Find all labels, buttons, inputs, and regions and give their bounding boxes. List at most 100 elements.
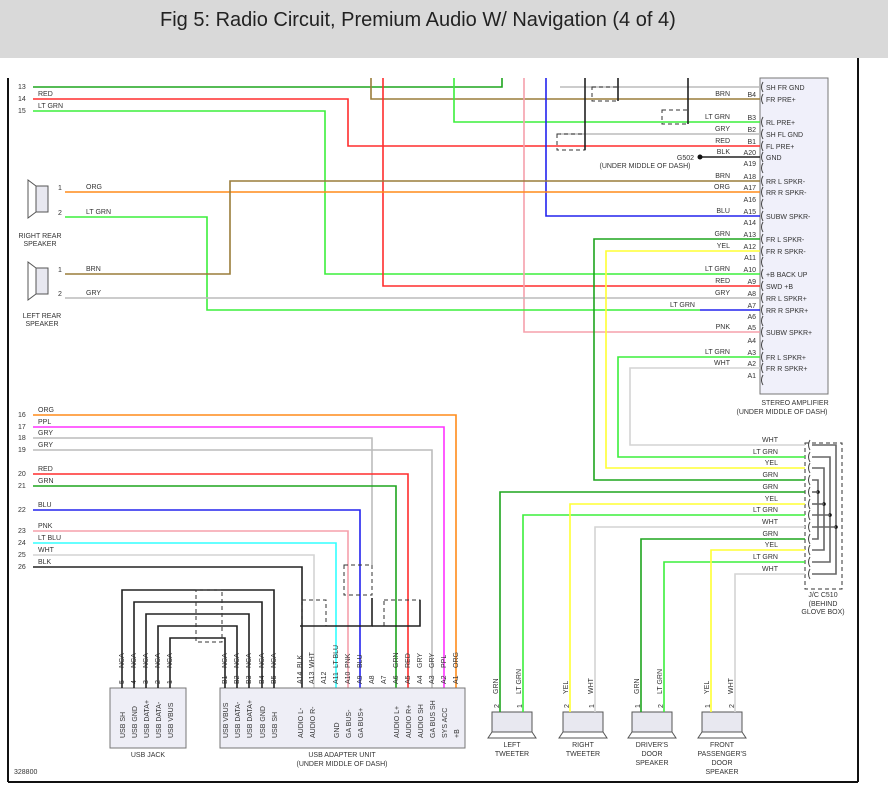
shield-icon [556,133,586,151]
connector-terminal-icon [808,556,811,568]
usb-adapter-wire-label: GRY [417,653,424,668]
ground-location: (UNDER MIDDLE OF DASH) [599,163,690,170]
wire-color-label: GRN [38,478,54,485]
junction-bus [812,467,825,551]
wire-21 [33,485,397,688]
a7-splice-wire-label: LT GRN [670,302,695,309]
amp-wire-color: GRY [715,290,730,297]
speaker-name: DOOR [712,760,733,767]
wire-number: 14 [18,96,26,103]
amplifier-location: (UNDER MIDDLE OF DASH) [736,409,827,416]
amp-pin-number: A14 [744,220,757,227]
speaker-base [558,731,608,739]
wire-amp-to-junction [617,356,805,458]
wire-number: 16 [18,412,26,419]
usb-adapter-wire-label: GRY [429,653,436,668]
amp-pin-function: RR R SPKR+ [766,308,808,315]
speaker-base [627,731,677,739]
wire-b3 [453,78,760,123]
wire-26 [33,566,303,688]
amp-pin-number: A12 [744,244,757,251]
connector-terminal-icon [808,533,811,545]
speaker-pin-number: 2 [564,704,571,708]
amp-pin-function: FR R SPKR- [766,249,806,256]
speaker-pin: 1 [58,185,62,192]
shield-icon [195,589,223,643]
wire-number: 21 [18,483,26,490]
usb-adapter-pin-number: A6 [393,675,400,684]
amp-pin-function: RR L SPKR- [766,179,806,186]
amp-wire-color: GRY [715,126,730,133]
front-speaker-icon [631,711,673,733]
connector-terminal-icon [761,292,764,304]
junction-name: J/C C510 [808,592,837,599]
connector-terminal-icon [761,116,764,128]
usb-jack-name: USB JACK [131,752,166,759]
speaker-name: LEFT [503,742,521,749]
front-speaker-icon [491,711,533,733]
junction-wire-label: YEL [765,542,778,549]
wire-color-label: GRY [38,430,53,437]
wire-color-label: BLU [38,502,52,509]
shield-icon [661,109,689,125]
connector-terminal-icon [761,151,764,163]
wire-color-label: LT GRN [38,103,63,110]
speaker-name: RIGHT [572,742,595,749]
amp-pin-function: GND [766,155,782,162]
connector-terminal-icon [761,362,764,374]
usb-link-wire [133,601,263,688]
speaker-pin-number: 2 [729,704,736,708]
figure-title: Fig 5: Radio Circuit, Premium Audio W/ N… [160,9,676,31]
usb-adapter-name: USB ADAPTER UNIT [308,752,376,759]
usb-adapter-wire-label: PNK [345,653,352,668]
usb-adapter-pin-number: A13 [309,671,316,684]
amp-pin-number: B3 [747,115,756,122]
usb-jack-pin-function: USB GND [132,706,139,738]
speaker-base [697,731,747,739]
amp-pin-number: B4 [747,92,756,99]
amp-pin-function: FR PRE+ [766,97,796,104]
wire-17 [33,426,445,688]
connector-terminal-icon [761,315,764,327]
amp-pin-function: FL PRE+ [766,144,794,151]
amp-pin-number: A17 [744,185,757,192]
junction-wire-label: GRN [762,472,778,479]
shield-icon [301,599,327,627]
amp-pin-function: FR R SPKR+ [766,366,807,373]
junction-wire-label: GRN [762,484,778,491]
figure-id: 328800 [14,769,37,776]
header-bar: Fig 5: Radio Circuit, Premium Audio W/ N… [0,0,888,58]
usb-adapter-wire-label: LT BLU [333,645,340,668]
amp-pin-number: A19 [744,161,757,168]
connector-terminal-icon [761,268,764,280]
speaker-pin-number: 1 [635,704,642,708]
ground-icon [697,154,703,160]
wire-junction-to-speaker [569,503,805,712]
connector-terminal-icon [761,93,764,105]
amp-pin-number: B1 [747,139,756,146]
junction-wire-label: WHT [762,519,779,526]
connector-terminal-icon [761,339,764,351]
connector-terminal-icon [761,128,764,140]
connector-terminal-icon [808,498,811,510]
usb-adapter-pin-number: A1 [453,675,460,684]
usb-adapter-pin-number: A11 [333,672,340,684]
junction-location: GLOVE BOX) [801,609,844,616]
amp-wire-color: LT GRN [705,114,730,121]
wire-23 [33,530,349,688]
amp-pin-function: FR L SPKR+ [766,355,806,362]
connector-terminal-icon [761,256,764,268]
wire-number: 20 [18,471,26,478]
speaker-base [487,731,537,739]
connector-terminal-icon [808,439,811,451]
amp-wire-color: GRN [714,231,730,238]
junction-wire-label: YEL [765,460,778,467]
speaker-name: TWEETER [495,751,529,758]
wire-a15 [545,78,760,217]
usb-jack-pin-function: USB VBUS [168,702,175,738]
connector-terminal-icon [761,304,764,316]
wire-19 [33,449,433,688]
wire-color-label: WHT [38,547,55,554]
speaker-name: SPEAKER [635,760,668,767]
amp-wire-color: BRN [715,91,730,98]
